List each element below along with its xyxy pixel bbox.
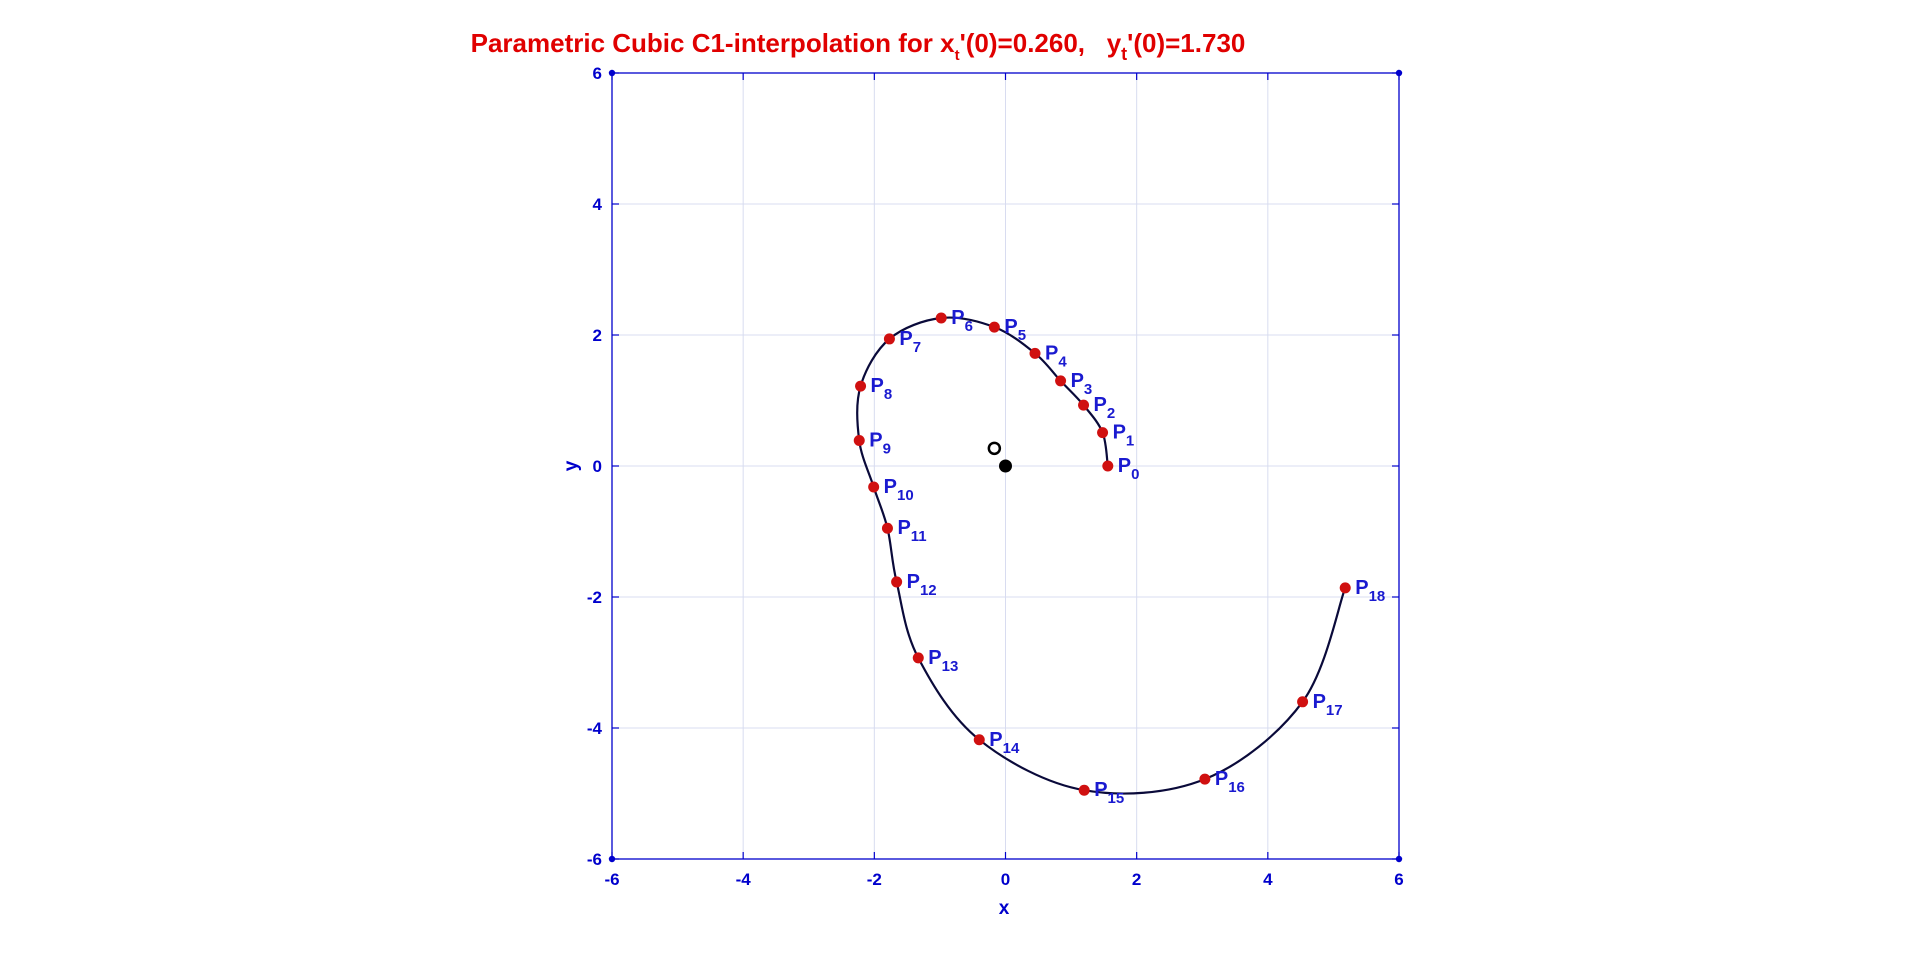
x-tick-label: -6 bbox=[604, 870, 619, 889]
point-label-p15: P15 bbox=[1094, 779, 1124, 807]
open-circle-marker bbox=[987, 441, 1002, 456]
point-label-p14: P14 bbox=[989, 729, 1020, 757]
data-point-p4 bbox=[1029, 347, 1041, 359]
point-label-p9: P9 bbox=[869, 429, 891, 457]
x-tick-label: -4 bbox=[736, 870, 752, 889]
data-point-p14 bbox=[973, 734, 985, 746]
point-label-p2: P2 bbox=[1094, 394, 1116, 422]
y-tick-label: 2 bbox=[593, 326, 602, 345]
y-tick-label: 4 bbox=[593, 195, 603, 214]
point-label-p0: P0 bbox=[1118, 455, 1140, 483]
x-tick-label: 0 bbox=[1001, 870, 1010, 889]
data-point-p5 bbox=[988, 321, 1000, 333]
title-sub-2: t bbox=[1121, 44, 1127, 64]
point-label-p10: P10 bbox=[884, 476, 914, 504]
data-point-p12 bbox=[891, 576, 903, 588]
axes: -6 -4 -2 0 2 4 6 -6 -4 -2 0 2 4 6 bbox=[587, 64, 1404, 889]
data-point-p9 bbox=[853, 434, 865, 446]
title-mid: '(0)=0.260, y bbox=[960, 28, 1122, 58]
x-tick-label: 6 bbox=[1394, 870, 1403, 889]
point-label-p8: P8 bbox=[871, 375, 893, 403]
data-point-p13 bbox=[912, 652, 924, 664]
data-point-p11 bbox=[881, 522, 893, 534]
data-point-p0 bbox=[1102, 460, 1114, 472]
point-label-p12: P12 bbox=[907, 571, 937, 599]
point-label-p6: P6 bbox=[951, 307, 973, 335]
data-point-p3 bbox=[1055, 375, 1067, 387]
data-point-p7 bbox=[883, 333, 895, 345]
grid-lines bbox=[612, 73, 1399, 859]
interpolated-curve bbox=[856, 316, 1347, 795]
x-tick-label: -2 bbox=[867, 870, 882, 889]
point-label-p5: P5 bbox=[1004, 316, 1026, 344]
data-point-p17 bbox=[1297, 696, 1309, 708]
point-label-p17: P17 bbox=[1313, 691, 1343, 719]
point-label-p16: P16 bbox=[1215, 768, 1245, 796]
point-label-p11: P11 bbox=[897, 517, 926, 545]
data-point-p10 bbox=[868, 481, 880, 493]
x-axis-label: x bbox=[999, 898, 1010, 919]
center-markers bbox=[987, 441, 1012, 473]
title-sub-1: t bbox=[955, 47, 960, 64]
title-suffix: '(0)=1.730 bbox=[1127, 28, 1245, 58]
chart-title: Parametric Cubic C1-interpolation for xt… bbox=[471, 28, 1246, 64]
y-tick-label: -2 bbox=[587, 588, 602, 607]
data-point-p8 bbox=[855, 380, 867, 392]
origin-marker-filled bbox=[999, 459, 1012, 473]
data-point-p6 bbox=[935, 312, 947, 324]
data-point-p18 bbox=[1339, 582, 1351, 594]
y-tick-label: -6 bbox=[587, 850, 602, 869]
data-point-p15 bbox=[1078, 784, 1090, 796]
point-label-p7: P7 bbox=[899, 328, 921, 356]
y-axis-label: y bbox=[561, 460, 582, 471]
data-points bbox=[853, 312, 1351, 796]
y-tick-label: 0 bbox=[593, 457, 602, 476]
y-tick-label: -4 bbox=[587, 719, 603, 738]
x-tick-label: 2 bbox=[1132, 870, 1141, 889]
point-label-p1: P1 bbox=[1113, 422, 1135, 450]
title-prefix: Parametric Cubic C1-interpolation for x bbox=[471, 28, 956, 58]
data-point-p1 bbox=[1097, 427, 1109, 439]
y-tick-label: 6 bbox=[593, 64, 602, 83]
x-tick-label: 4 bbox=[1263, 870, 1273, 889]
point-label-p4: P4 bbox=[1045, 342, 1067, 370]
point-label-p18: P18 bbox=[1355, 577, 1385, 605]
data-point-p16 bbox=[1199, 773, 1211, 785]
point-label-p3: P3 bbox=[1071, 370, 1093, 398]
point-label-p13: P13 bbox=[928, 647, 958, 675]
data-point-p2 bbox=[1078, 399, 1090, 411]
